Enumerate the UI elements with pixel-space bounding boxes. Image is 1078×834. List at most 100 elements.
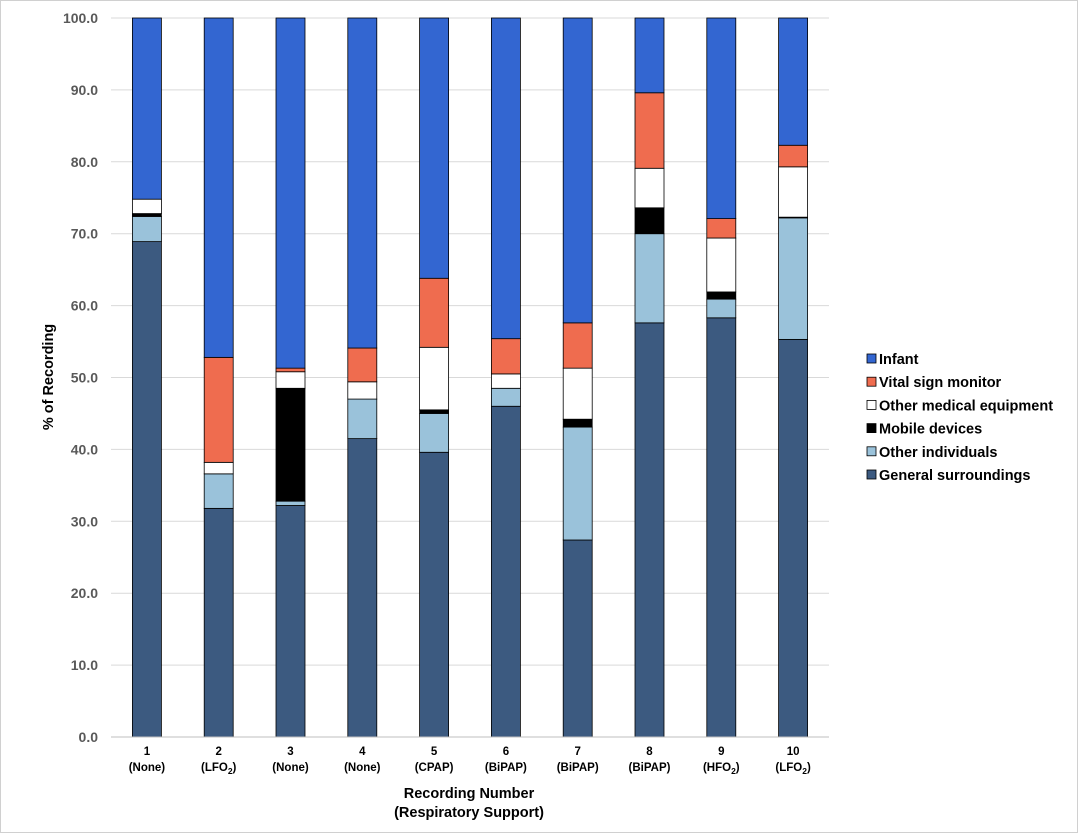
bar-segment [490, 405, 521, 738]
bar-segment [419, 409, 450, 414]
x-tick-sublabel: (LFO2) [201, 762, 237, 776]
bar-segment [203, 473, 234, 509]
x-tick-label: 3 [287, 746, 293, 758]
bar-segment [706, 218, 737, 239]
bar-segment [419, 413, 450, 453]
bar-stack [778, 17, 808, 738]
bar-segment [634, 233, 665, 324]
bar-segment [131, 216, 162, 243]
legend-label: Mobile devices [879, 422, 982, 438]
bar-segment [419, 346, 450, 411]
bar-segment [347, 347, 378, 383]
bar-segment [562, 418, 593, 428]
bar-segment [562, 539, 593, 738]
y-tick-label: 20.0 [71, 585, 98, 601]
bar-segment [275, 17, 306, 369]
x-tick-sublabel: (LFO2) [775, 762, 811, 776]
x-tick-label: 8 [646, 746, 653, 758]
y-tick-label: 80.0 [71, 154, 98, 170]
x-tick-sublabel: (BiPAP) [485, 762, 527, 774]
bar-segment [562, 322, 593, 369]
bar-stack [634, 17, 665, 738]
bar-segment [275, 500, 306, 506]
x-tick-label: 4 [359, 746, 366, 758]
bar-segment [634, 167, 665, 209]
x-tick-label: 7 [574, 746, 580, 758]
bar-segment [490, 338, 521, 375]
bar-segment [634, 322, 665, 738]
legend-item: General surroundings [866, 468, 1030, 484]
bar-stack [347, 17, 378, 738]
bar-segment [203, 461, 234, 475]
bar-segment [203, 507, 234, 738]
y-tick-label: 60.0 [71, 298, 98, 314]
x-tick-sublabel: (CPAP) [415, 762, 454, 774]
legend-swatch [866, 376, 877, 387]
x-tick-sublabel: (None) [272, 762, 309, 774]
x-tick-label: 1 [144, 746, 151, 758]
y-tick-label: 90.0 [71, 82, 98, 98]
bar-segment [706, 237, 737, 293]
bar-segment [275, 367, 306, 373]
x-tick-label: 2 [215, 746, 221, 758]
bar-stack [490, 17, 521, 738]
bar-segment [634, 92, 665, 169]
y-tick-label: 10.0 [71, 657, 98, 673]
legend-item: Infant [866, 352, 919, 368]
bar-segment [706, 298, 737, 319]
bar-stack [419, 17, 450, 738]
bar-segment [419, 277, 450, 348]
bar-segment [706, 17, 737, 220]
bar-segment [275, 505, 306, 738]
y-axis-ticks: 0.0 10.0 20.0 30.0 40.0 50.0 60.0 70.0 80.0 90.0 1… [63, 10, 98, 745]
x-tick-sublabel: (BiPAP) [557, 762, 599, 774]
y-tick-label: 70.0 [71, 226, 98, 242]
bar-stack [275, 17, 306, 738]
legend-item: Mobile devices [866, 422, 982, 438]
bar-segment [778, 166, 808, 218]
x-tick-sublabel: (None) [344, 762, 381, 774]
bar-segment [778, 17, 808, 146]
y-tick-label: 40.0 [71, 441, 98, 457]
x-axis-title: Recording Number [404, 786, 535, 802]
bar-segment [275, 387, 306, 502]
x-axis-title-line2: (Respiratory Support) [394, 805, 544, 821]
y-tick-label: 100.0 [63, 10, 98, 26]
y-tick-label: 30.0 [71, 513, 98, 529]
y-tick-label: 50.0 [71, 370, 98, 386]
legend-swatch [866, 353, 877, 364]
bar-stack [131, 17, 162, 738]
bar-segment [634, 17, 665, 94]
legend-label: Infant [879, 352, 919, 368]
bar-segment [634, 207, 665, 235]
legend-swatch [866, 423, 877, 434]
bar-segment [131, 241, 162, 738]
legend-label: Other medical equipment [879, 398, 1053, 414]
bar-segment [203, 356, 234, 463]
bar-stack [203, 17, 234, 738]
legend-item: Other medical equipment [866, 398, 1053, 414]
legend-label: Other individuals [879, 445, 997, 461]
bar-stack [706, 17, 737, 738]
bar-segment [203, 17, 234, 358]
x-tick-sublabel: (BiPAP) [629, 762, 671, 774]
legend: Infant Vital sign monitor Other medical eq… [866, 352, 1053, 484]
legend-swatch [866, 446, 877, 457]
legend-swatch [866, 399, 877, 410]
bars [131, 17, 808, 738]
bar-segment [490, 373, 521, 389]
bar-segment [347, 398, 378, 440]
legend-label: General surroundings [879, 468, 1030, 484]
bar-stack [562, 17, 593, 738]
bar-segment [419, 17, 450, 279]
x-tick-label: 10 [787, 746, 800, 758]
bar-segment [131, 213, 162, 217]
bar-segment [275, 371, 306, 389]
bar-segment [778, 217, 808, 340]
x-tick-label: 9 [718, 746, 724, 758]
bar-segment [562, 17, 593, 324]
x-tick-sublabel: (None) [129, 762, 166, 774]
x-tick-sublabel: (HFO2) [703, 762, 740, 776]
